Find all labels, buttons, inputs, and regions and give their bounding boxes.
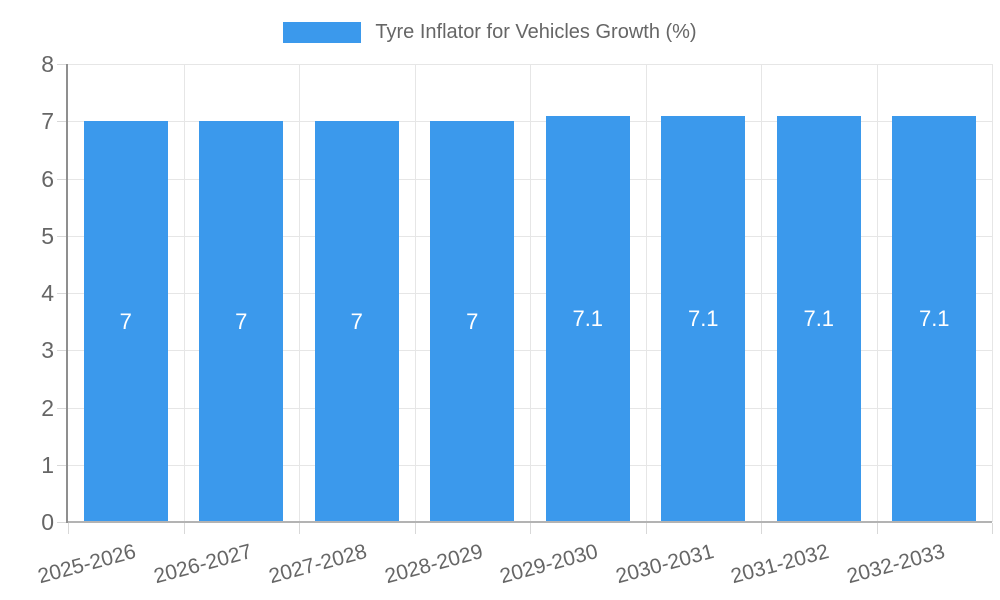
x-gridline bbox=[530, 64, 531, 522]
x-gridline bbox=[761, 64, 762, 522]
y-tick bbox=[57, 236, 68, 237]
bar-value-label: 7.1 bbox=[572, 305, 604, 331]
y-tick bbox=[57, 465, 68, 466]
x-gridline bbox=[646, 64, 647, 522]
y-tick bbox=[57, 408, 68, 409]
y-tick bbox=[57, 350, 68, 351]
x-tick bbox=[299, 523, 300, 534]
y-tick bbox=[57, 64, 68, 65]
bar-value-label: 7 bbox=[119, 308, 132, 334]
bar[interactable] bbox=[430, 121, 515, 523]
y-tick-label: 3 bbox=[41, 337, 54, 363]
legend-label: Tyre Inflator for Vehicles Growth (%) bbox=[375, 21, 697, 43]
x-tick-label: 2025-2026 bbox=[35, 540, 139, 589]
y-tick bbox=[57, 293, 68, 294]
bar[interactable] bbox=[545, 115, 630, 523]
x-tick-label: 2027-2028 bbox=[266, 540, 370, 589]
y-tick-label: 8 bbox=[41, 51, 54, 77]
y-tick bbox=[57, 179, 68, 180]
x-tick bbox=[68, 523, 69, 534]
x-tick bbox=[184, 523, 185, 534]
y-tick bbox=[57, 121, 68, 122]
x-gridline bbox=[415, 64, 416, 522]
x-tick bbox=[646, 523, 647, 534]
x-gridline bbox=[299, 64, 300, 522]
bar-value-label: 7 bbox=[466, 308, 479, 334]
legend-color-swatch bbox=[283, 22, 362, 43]
y-tick-label: 0 bbox=[41, 509, 54, 535]
x-tick bbox=[877, 523, 878, 534]
y-tick-label: 5 bbox=[41, 223, 54, 249]
y-axis-line bbox=[66, 64, 68, 523]
y-tick-label: 7 bbox=[41, 108, 54, 134]
x-tick bbox=[992, 523, 993, 534]
x-gridline bbox=[992, 64, 993, 522]
bar[interactable] bbox=[892, 115, 977, 523]
x-gridline bbox=[184, 64, 185, 522]
x-tick bbox=[530, 523, 531, 534]
y-tick-label: 2 bbox=[41, 395, 54, 421]
y-tick-label: 4 bbox=[41, 280, 54, 306]
chart-legend[interactable]: Tyre Inflator for Vehicles Growth (%) bbox=[0, 21, 990, 43]
bar[interactable] bbox=[199, 121, 284, 523]
bar[interactable] bbox=[661, 115, 746, 523]
x-tick bbox=[761, 523, 762, 534]
bar[interactable] bbox=[83, 121, 168, 523]
x-axis-line bbox=[68, 521, 992, 523]
x-tick-label: 2032-2033 bbox=[844, 540, 948, 589]
bar[interactable] bbox=[776, 115, 861, 523]
x-tick-label: 2029-2030 bbox=[497, 540, 601, 589]
bar-value-label: 7 bbox=[350, 308, 363, 334]
x-tick-label: 2028-2029 bbox=[382, 540, 486, 589]
y-tick-label: 1 bbox=[41, 452, 54, 478]
x-tick-label: 2031-2032 bbox=[728, 540, 832, 589]
y-tick bbox=[57, 522, 68, 523]
x-tick bbox=[415, 523, 416, 534]
bar[interactable] bbox=[314, 121, 399, 523]
bar-value-label: 7.1 bbox=[687, 305, 719, 331]
bar-value-label: 7.1 bbox=[803, 305, 835, 331]
bar-value-label: 7 bbox=[235, 308, 248, 334]
bar-value-label: 7.1 bbox=[918, 305, 950, 331]
y-tick-label: 6 bbox=[41, 166, 54, 192]
x-tick-label: 2030-2031 bbox=[613, 540, 717, 589]
x-tick-label: 2026-2027 bbox=[151, 540, 255, 589]
x-gridline bbox=[877, 64, 878, 522]
